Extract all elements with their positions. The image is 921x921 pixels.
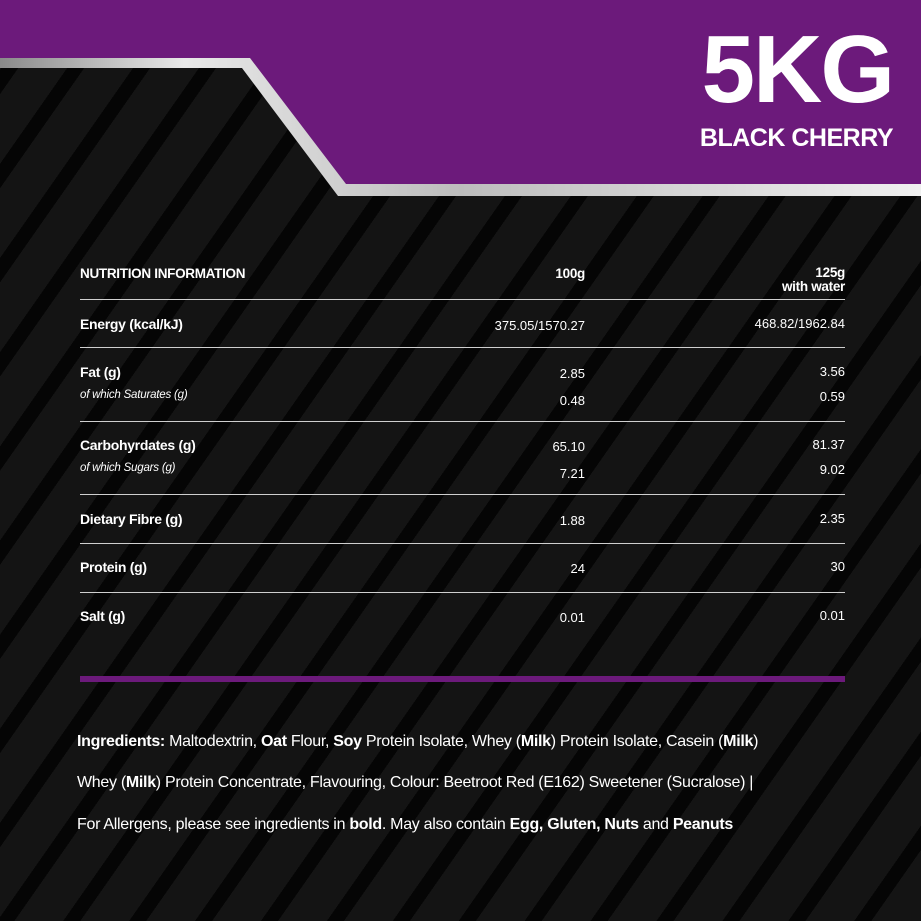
bold-text: Peanuts — [672, 816, 733, 833]
table-row: Protein (g) 24 30 — [80, 559, 845, 579]
value-100g: 0.01 — [559, 610, 585, 625]
text: Protein Isolate, Whey ( — [361, 733, 521, 750]
text: For Allergens, please see ingredients in — [77, 816, 350, 833]
bold-text: Oat — [260, 733, 287, 750]
table-row: Carbohyrdates (g) 65.10 81.37 of which Su… — [80, 437, 845, 481]
text: Flour, — [286, 733, 334, 750]
table-row: Salt (g) 0.01 0.01 — [80, 608, 845, 628]
product-size: 5KG — [701, 16, 895, 123]
ingredients-line: Whey (Milk) Protein Concentrate, Flavour… — [77, 774, 753, 792]
bold-text: Ingredients: — [77, 733, 165, 750]
row-divider — [80, 421, 845, 422]
row-divider — [80, 494, 845, 495]
column-header-100g: 100g — [555, 266, 585, 281]
text: ) Protein Isolate, Casein ( — [550, 733, 724, 750]
col2-line1: 125g — [815, 265, 845, 280]
bold-text: Egg, Gluten, Nuts — [509, 816, 639, 833]
ingredients-line: For Allergens, please see ingredients in… — [77, 816, 733, 834]
value-125g: 3.56 — [819, 364, 845, 379]
text: ) Protein Concentrate, Flavouring, Colou… — [155, 774, 754, 791]
nutrient-label: Carbohyrdates (g) — [80, 437, 196, 453]
table-row: Fat (g) 2.85 3.56 of which Saturates (g) … — [80, 364, 845, 408]
value-100g: 1.88 — [559, 513, 585, 528]
value-100g: 65.10 — [552, 439, 585, 454]
col2-line2: with water — [781, 279, 845, 294]
bold-text: Milk — [520, 733, 551, 750]
text: ) — [753, 733, 759, 750]
bold-text: bold — [349, 816, 382, 833]
text: Maltodextrin, — [164, 733, 261, 750]
bold-text: Soy — [333, 733, 362, 750]
value-125g: 0.01 — [819, 608, 845, 623]
text: . May also contain — [381, 816, 510, 833]
divider-bar — [80, 676, 845, 682]
row-divider — [80, 592, 845, 593]
sub-value-125g: 0.59 — [819, 389, 845, 404]
sub-value-100g: 0.48 — [559, 393, 585, 408]
table-row: Energy (kcal/kJ) 375.05/1570.27 468.82/1… — [80, 316, 845, 336]
sub-nutrient-label: of which Saturates (g) — [80, 389, 188, 401]
row-divider — [80, 299, 845, 300]
nutrient-label: Fat (g) — [80, 364, 121, 380]
sub-value-100g: 7.21 — [559, 466, 585, 481]
row-divider — [80, 543, 845, 544]
value-100g: 24 — [570, 561, 585, 576]
row-divider — [80, 347, 845, 348]
bold-text: Milk — [723, 733, 754, 750]
nutrient-label: Protein (g) — [80, 559, 147, 575]
value-125g: 81.37 — [812, 437, 845, 452]
nutrient-label: Energy (kcal/kJ) — [80, 316, 183, 332]
sub-nutrient-label: of which Sugars (g) — [80, 462, 176, 474]
ingredients-line: Ingredients: Maltodextrin, Oat Flour, So… — [77, 733, 758, 751]
text: and — [638, 816, 673, 833]
table-header: NUTRITION INFORMATION 100g 125g with wate… — [80, 266, 845, 294]
value-125g: 30 — [830, 559, 845, 574]
value-100g: 375.05/1570.27 — [494, 318, 585, 333]
text: Whey ( — [77, 774, 126, 791]
nutrient-label: Salt (g) — [80, 608, 126, 624]
product-flavour: BLACK CHERRY — [699, 124, 894, 152]
column-header-125g: 125g with water — [782, 266, 845, 294]
table-title: NUTRITION INFORMATION — [80, 266, 246, 281]
bold-text: Milk — [125, 774, 156, 791]
purple-banner — [0, 0, 921, 196]
nutrient-label: Dietary Fibre (g) — [80, 511, 183, 527]
value-100g: 2.85 — [559, 366, 585, 381]
value-125g: 2.35 — [819, 511, 845, 526]
table-row: Dietary Fibre (g) 1.88 2.35 — [80, 511, 845, 531]
value-125g: 468.82/1962.84 — [754, 316, 845, 331]
sub-value-125g: 9.02 — [819, 462, 845, 477]
